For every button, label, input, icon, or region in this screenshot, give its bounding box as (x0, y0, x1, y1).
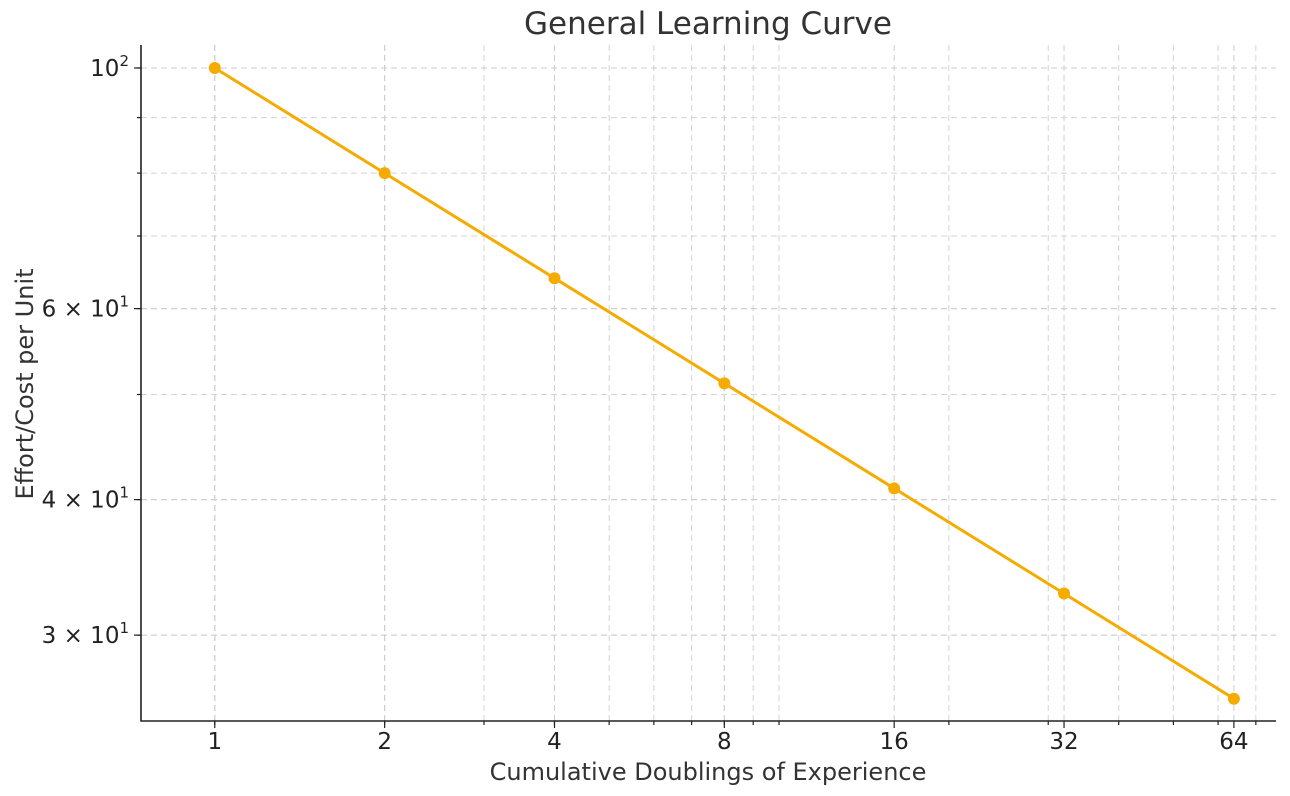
data-point (1058, 587, 1071, 600)
data-point (1227, 692, 1240, 705)
y-tick-label: 4 × 101 (42, 484, 129, 514)
x-tick-label: 1 (207, 729, 222, 755)
chart-title: General Learning Curve (524, 6, 892, 42)
axis-spines (140, 45, 1276, 722)
y-axis-label: Effort/Cost per Unit (11, 268, 39, 499)
x-tick-label: 8 (717, 729, 732, 755)
x-tick-label: 16 (880, 729, 909, 755)
axes: 1 2 4 8 16 32 64 102 6 × 101 4 × 101 3 × 101 (42, 45, 1276, 755)
series-layer (208, 61, 1240, 705)
data-point (548, 272, 561, 285)
data-point (208, 61, 221, 74)
y-tick-label: 102 (90, 52, 129, 82)
x-tick-label: 32 (1049, 729, 1078, 755)
data-point (718, 377, 731, 390)
x-tick-label: 64 (1219, 729, 1248, 755)
grid-lines (141, 45, 1276, 721)
x-tick-label: 4 (547, 729, 562, 755)
data-point (888, 482, 901, 495)
y-tick-label: 6 × 101 (42, 293, 129, 323)
data-point (378, 167, 391, 180)
x-axis-label: Cumulative Doublings of Experience (490, 758, 927, 786)
x-tick-label: 2 (377, 729, 392, 755)
y-tick-label: 3 × 101 (42, 619, 129, 649)
